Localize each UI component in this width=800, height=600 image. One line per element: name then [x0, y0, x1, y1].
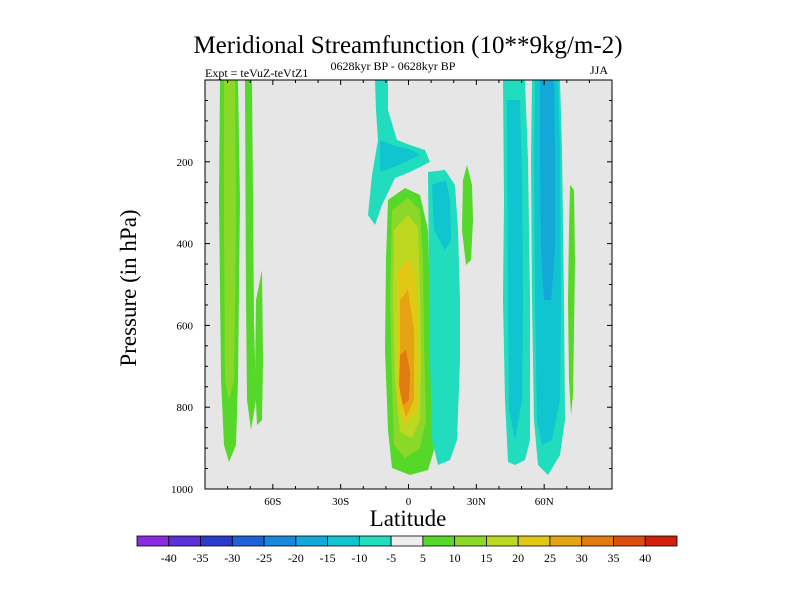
colorbar-box	[136, 535, 170, 547]
colorbar-label: -40	[161, 551, 177, 565]
colorbar-box	[231, 535, 265, 547]
y-tick-label: 200	[177, 157, 194, 169]
contour-fill	[540, 80, 555, 300]
colorbar-label: -15	[320, 551, 336, 565]
experiment-label: Expt = teVuZ-teVtZ1	[205, 66, 308, 80]
colorbar-box	[327, 535, 360, 547]
colorbar-box	[613, 535, 646, 547]
colorbar-label: 30	[576, 551, 588, 565]
contour-fill	[428, 170, 460, 465]
colorbar-box	[295, 535, 328, 547]
chart-title: Meridional Streamfunction (10**9kg/m-2)	[193, 32, 622, 59]
colorbar-box	[581, 535, 614, 547]
contour-fill	[507, 100, 523, 440]
y-tick-label: 1000	[171, 484, 194, 496]
y-tick-label: 800	[177, 402, 194, 414]
colorbar-label: -35	[193, 551, 209, 565]
colorbar-box	[390, 535, 424, 547]
contour-fill	[245, 80, 256, 430]
colorbar-label: -5	[386, 551, 396, 565]
season-label: JJA	[590, 63, 608, 77]
colorbar-box	[454, 535, 487, 547]
colorbar-label: -25	[256, 551, 272, 565]
contour-fill	[462, 165, 473, 265]
x-tick-label: 0	[406, 496, 412, 508]
colorbar-labels: -40 -35 -30 -25 -20 -15 -10 -5 5 10 15 20 25 30 35 40	[161, 551, 651, 565]
contour-fill	[255, 270, 263, 425]
contour-fills	[219, 80, 575, 475]
colorbar-label: 35	[607, 551, 619, 565]
y-axis: 200 400 600 800 1000	[171, 99, 612, 496]
x-axis-label: Latitude	[370, 506, 447, 531]
colorbar-box	[358, 535, 392, 547]
period-label: 0628kyr BP - 0628kyr BP	[331, 59, 456, 73]
colorbar	[136, 535, 678, 547]
colorbar-label: 15	[480, 551, 492, 565]
x-axis: 60S 30S 0 30N 60N	[227, 80, 590, 508]
colorbar-label: 25	[544, 551, 556, 565]
colorbar-label: -10	[351, 551, 367, 565]
colorbar-box	[200, 535, 233, 547]
colorbar-box	[517, 535, 551, 547]
contour-fill	[432, 180, 451, 250]
x-tick-label: 60N	[535, 496, 554, 508]
contour-fill	[224, 80, 236, 400]
contour-fill	[399, 350, 410, 405]
colorbar-box	[549, 535, 583, 547]
y-tick-label: 600	[177, 320, 194, 332]
colorbar-box	[168, 535, 201, 547]
colorbar-box	[422, 535, 456, 547]
colorbar-label: 10	[449, 551, 461, 565]
colorbar-box	[263, 535, 297, 547]
colorbar-label: 20	[512, 551, 524, 565]
colorbar-label: -30	[224, 551, 240, 565]
colorbar-label: 40	[639, 551, 651, 565]
colorbar-box	[486, 535, 519, 547]
y-tick-label: 400	[177, 239, 194, 251]
contour-fill	[380, 140, 420, 172]
y-axis-label: Pressure (in hPa)	[116, 209, 141, 366]
x-tick-label: 60S	[264, 496, 281, 508]
contour-fill	[568, 185, 575, 415]
colorbar-box	[644, 535, 678, 547]
x-tick-label: 30S	[332, 496, 349, 508]
colorbar-label: 5	[420, 551, 426, 565]
colorbar-label: -20	[288, 551, 304, 565]
x-tick-label: 30N	[467, 496, 486, 508]
